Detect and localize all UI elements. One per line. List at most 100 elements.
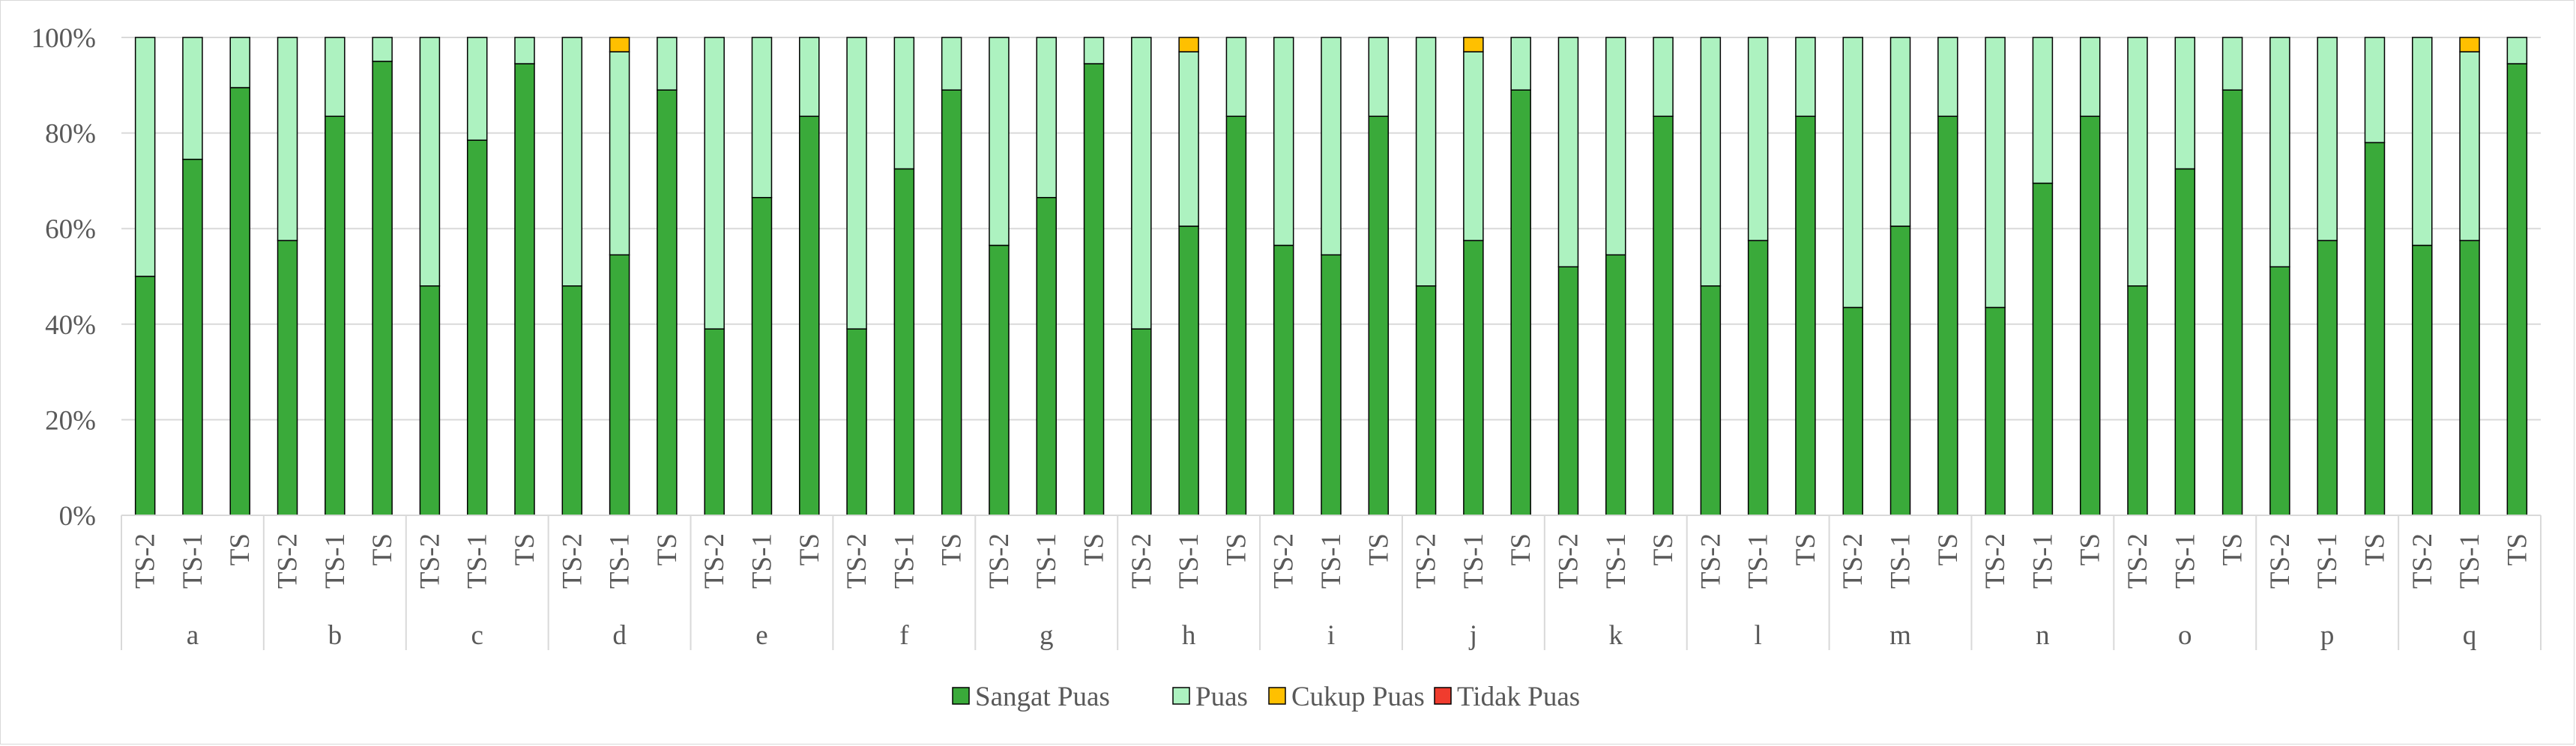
x-tick-label: TS <box>2502 533 2533 565</box>
bar-segment <box>751 37 773 198</box>
bar-segment <box>1605 254 1626 516</box>
group-label: i <box>1327 620 1335 651</box>
bar-segment <box>2506 63 2528 516</box>
bar-segment <box>325 37 346 118</box>
group-label: h <box>1182 620 1196 651</box>
group-label: d <box>612 620 627 651</box>
bar-segment <box>2317 240 2338 516</box>
bar-segment <box>372 37 393 62</box>
bar-segment <box>1463 240 1484 516</box>
bar-segment <box>704 37 725 330</box>
bar-segment <box>325 115 346 516</box>
x-tick-label: TS-1 <box>2455 533 2485 589</box>
group-label: e <box>755 620 767 651</box>
bar-segment <box>2127 37 2148 287</box>
bar-segment <box>134 276 156 516</box>
bar-segment <box>1178 225 1199 516</box>
bar-segment <box>229 87 250 516</box>
x-tick-label: TS-2 <box>699 533 730 589</box>
bar-segment <box>1842 37 1863 309</box>
bar-segment <box>893 168 915 516</box>
x-tick-label: TS <box>1648 533 1679 565</box>
bar-segment <box>1842 306 1863 516</box>
bar-segment <box>989 37 1010 246</box>
bar-segment <box>799 37 820 118</box>
x-tick-label: TS-2 <box>1980 533 2011 589</box>
x-tick-label: TS-2 <box>1838 533 1868 589</box>
x-tick-label: TS-1 <box>462 533 493 589</box>
bar-segment <box>2364 142 2386 516</box>
x-tick-label: TS-2 <box>1411 533 1442 589</box>
bar-segment <box>1510 89 1531 516</box>
bar-segment <box>2079 115 2101 516</box>
bar-segment <box>941 37 962 91</box>
bar-segment <box>2079 37 2101 118</box>
bar-segment <box>1985 37 2006 309</box>
y-tick-label: 0% <box>59 501 96 532</box>
bar-segment <box>182 37 203 160</box>
x-tick-label: TS <box>652 533 683 565</box>
group-label: q <box>2463 620 2477 651</box>
bar-segment <box>2364 37 2386 144</box>
bar-segment <box>2174 37 2196 170</box>
bar-segment <box>1415 285 1437 516</box>
x-tick-label: TS <box>510 533 540 565</box>
bar-segment <box>2506 37 2528 64</box>
bar-segment <box>1368 115 1390 516</box>
bar-segment <box>1747 240 1769 516</box>
x-tick-label: TS-1 <box>320 533 351 589</box>
x-tick-label: TS-1 <box>1601 533 1632 589</box>
bar-segment <box>2317 37 2338 241</box>
x-tick-label: TS-1 <box>1743 533 1774 589</box>
x-tick-label: TS-2 <box>1126 533 1157 589</box>
group-label: l <box>1755 620 1762 651</box>
legend-swatch <box>1434 687 1452 705</box>
bar-segment <box>466 37 488 141</box>
group-label: j <box>1468 620 1477 651</box>
bar-segment <box>2032 182 2054 516</box>
bar-segment <box>182 158 203 516</box>
x-tick-label: TS <box>794 533 825 565</box>
y-tick-label: 60% <box>45 214 96 245</box>
bar-segment <box>1036 37 1057 198</box>
bar-segment <box>1225 37 1247 118</box>
bar-segment <box>561 37 583 287</box>
group-label: g <box>1040 620 1054 651</box>
bar-segment <box>1178 51 1199 227</box>
x-tick-label: TS <box>1363 533 1394 565</box>
bar-segment <box>1795 37 1816 118</box>
x-tick-label: TS <box>225 533 256 565</box>
group-label: a <box>187 620 199 651</box>
group-label: m <box>1889 620 1911 651</box>
bar-segment <box>1653 37 1674 118</box>
x-tick-label: TS-2 <box>2265 533 2296 589</box>
x-tick-label: TS-1 <box>2170 533 2201 589</box>
bar-segment <box>2412 37 2433 246</box>
bar-segment <box>1131 37 1152 330</box>
bar-segment <box>1131 328 1152 516</box>
bar-segment <box>1368 37 1390 118</box>
bar-segment <box>2459 240 2480 516</box>
bar-segment <box>419 285 441 516</box>
bar-segment <box>1321 254 1342 516</box>
bar-segment <box>1889 225 1911 516</box>
bar-segment <box>1510 37 1531 91</box>
x-tick-label: TS-2 <box>1553 533 1584 589</box>
bar-segment <box>1937 115 1958 516</box>
bar-segment <box>2412 244 2433 516</box>
bar-segment <box>799 115 820 516</box>
legend-swatch <box>952 687 970 705</box>
bar-segment <box>1747 37 1769 241</box>
bar-segment <box>1083 63 1105 516</box>
group-label: b <box>328 620 343 651</box>
x-tick-label: TS <box>937 533 968 565</box>
bar-segment <box>1463 37 1484 52</box>
x-tick-label: TS-2 <box>414 533 445 589</box>
bar-segment <box>1178 37 1199 52</box>
legend-label: Puas <box>1195 682 1248 712</box>
x-tick-label: TS-1 <box>1316 533 1347 589</box>
bar-segment <box>2032 37 2054 184</box>
bar-segment <box>2269 37 2290 267</box>
bar-segment <box>846 37 867 330</box>
